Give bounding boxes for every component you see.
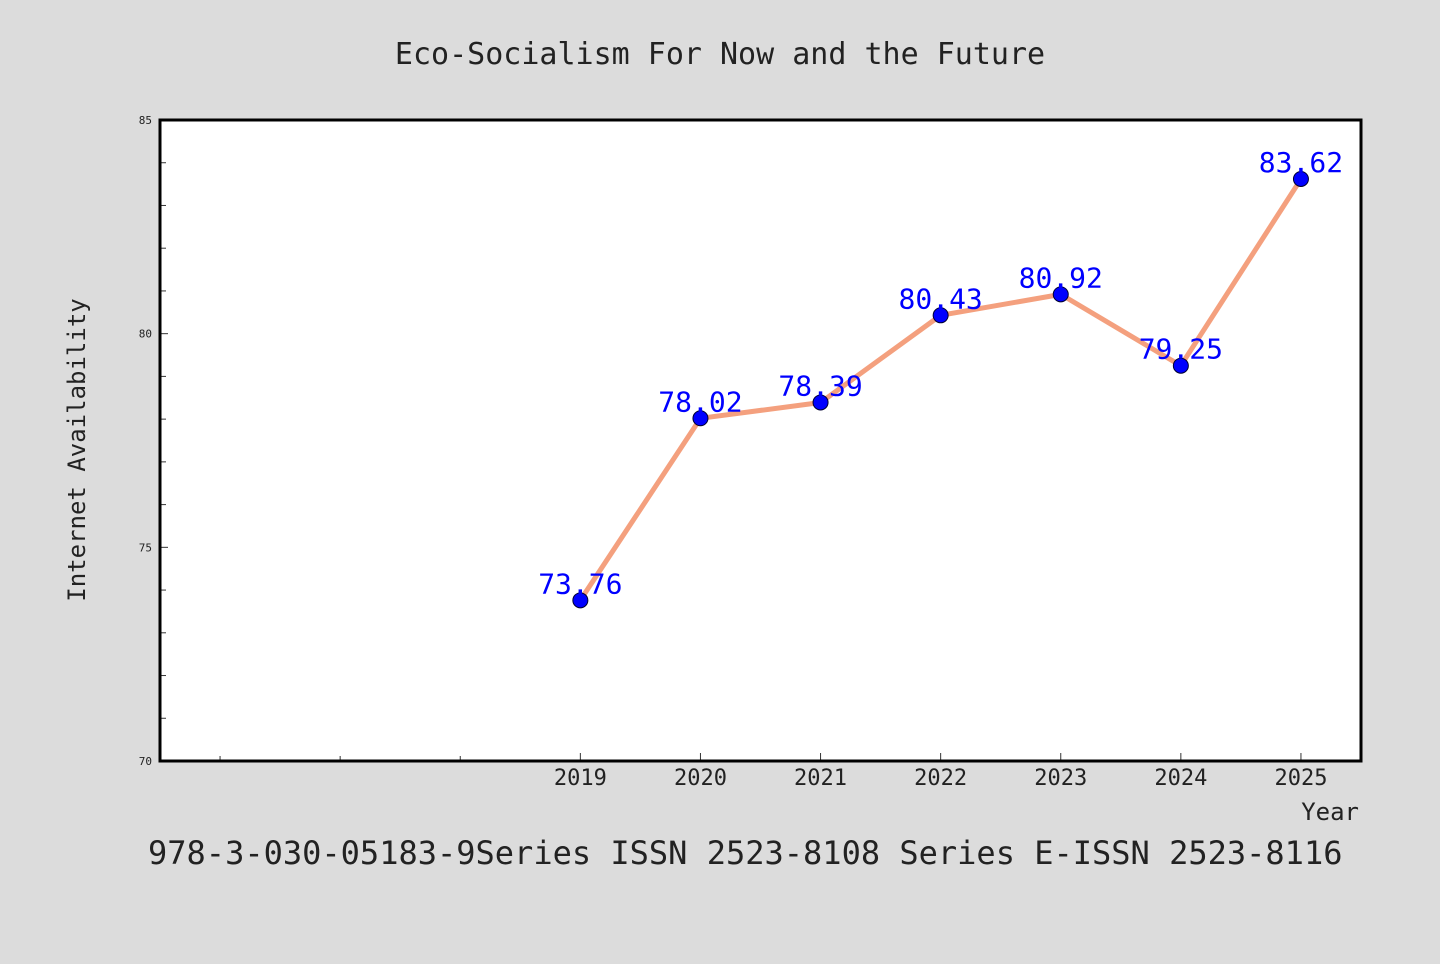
data-point [1292, 170, 1309, 187]
data-point [1052, 286, 1069, 303]
plot-frame [158, 118, 1363, 763]
data-point [932, 307, 949, 324]
x-tick-label: 2025 [1274, 766, 1327, 791]
data-label: 78.02 [658, 385, 742, 418]
data-point [1172, 357, 1189, 374]
data-label: 73.76 [538, 567, 622, 600]
y-tick-label: 80 [139, 328, 152, 341]
x-tick-label: 2024 [1154, 766, 1207, 791]
axis-ticks: 70 75 80 85 2019 2020 2021 2022 2023 2024 2025 [139, 114, 1328, 791]
x-tick-label: 2023 [1034, 766, 1087, 791]
x-tick-label: 2021 [794, 766, 847, 791]
series-layer: 73.76 78.02 78.39 80.43 80.92 79.25 83.62 [538, 146, 1343, 609]
x-tick-label: 2020 [674, 766, 727, 791]
data-label: 83.62 [1259, 146, 1343, 179]
data-label: 80.43 [899, 282, 983, 315]
x-axis-label: Year [1301, 798, 1359, 826]
footer-text: 978-3-030-05183-9Series ISSN 2523-8108 S… [148, 834, 1342, 872]
data-point [572, 592, 589, 609]
data-label: 80.92 [1019, 261, 1103, 294]
y-tick-label: 85 [139, 114, 152, 127]
x-tick-label: 2022 [914, 766, 967, 791]
y-tick-label: 75 [139, 541, 152, 554]
y-axis-label: Internet Availability [63, 298, 91, 601]
x-tick-label: 2019 [554, 766, 607, 791]
chart-title: Eco-Socialism For Now and the Future [395, 37, 1045, 72]
data-label: 78.39 [778, 369, 862, 402]
data-point [692, 410, 709, 427]
y-tick-label: 70 [139, 755, 152, 768]
data-point [812, 394, 829, 411]
plot-area [160, 120, 1361, 761]
data-label: 79.25 [1139, 333, 1223, 366]
